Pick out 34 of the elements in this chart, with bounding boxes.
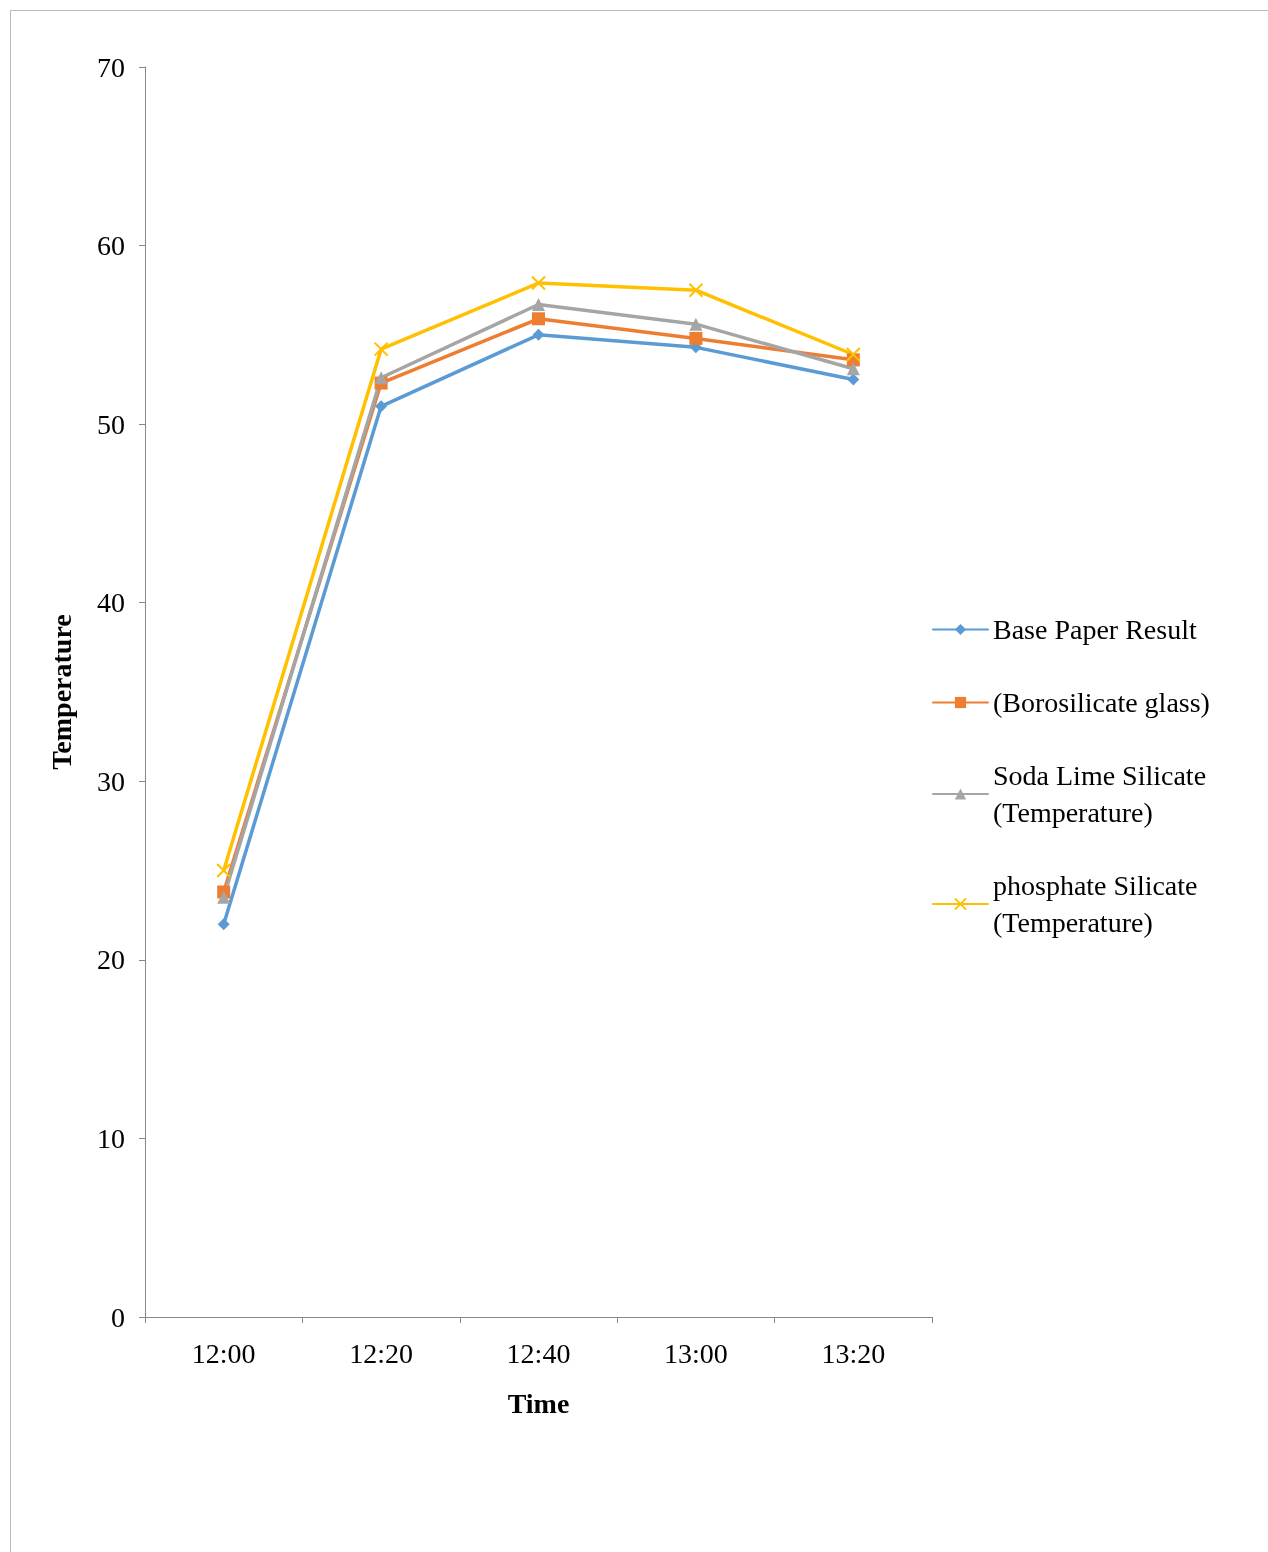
y-tick-label: 30 <box>97 765 125 797</box>
legend-label: Soda Lime Silicate (Temperature) <box>993 760 1214 828</box>
point <box>374 371 388 385</box>
point <box>373 341 389 357</box>
y-tick-label: 0 <box>111 1301 125 1333</box>
point <box>532 312 545 326</box>
y-tick-label: 60 <box>97 230 125 262</box>
x-tick-label: 13:20 <box>821 1337 886 1369</box>
y-tick-label: 40 <box>97 587 125 619</box>
y-tick-label: 20 <box>97 944 125 976</box>
point <box>689 317 703 331</box>
point <box>846 362 860 376</box>
point <box>531 275 546 291</box>
point <box>845 347 861 362</box>
point <box>375 400 388 413</box>
legend-label: (Borosilicate glass) <box>993 687 1210 718</box>
y-tick-label: 10 <box>97 1122 125 1154</box>
y-axis-title: Temperature <box>45 614 77 770</box>
point <box>532 328 545 341</box>
point <box>688 282 704 298</box>
point <box>216 863 232 879</box>
y-tick-label: 50 <box>97 408 125 440</box>
point <box>532 298 545 311</box>
legend-label: phosphate Silicate (Temperature) <box>993 870 1205 938</box>
point <box>217 918 230 931</box>
point <box>217 890 231 904</box>
x-tick-label: 12:40 <box>506 1337 571 1369</box>
x-tick-label: 13:00 <box>664 1337 728 1369</box>
x-tick-label: 12:00 <box>191 1337 256 1369</box>
x-axis-title: Time <box>507 1387 570 1419</box>
x-tick-label: 12:20 <box>349 1337 413 1369</box>
y-tick-label: 70 <box>97 51 125 83</box>
legend-label: Base Paper Result <box>993 614 1197 645</box>
point <box>689 331 703 345</box>
